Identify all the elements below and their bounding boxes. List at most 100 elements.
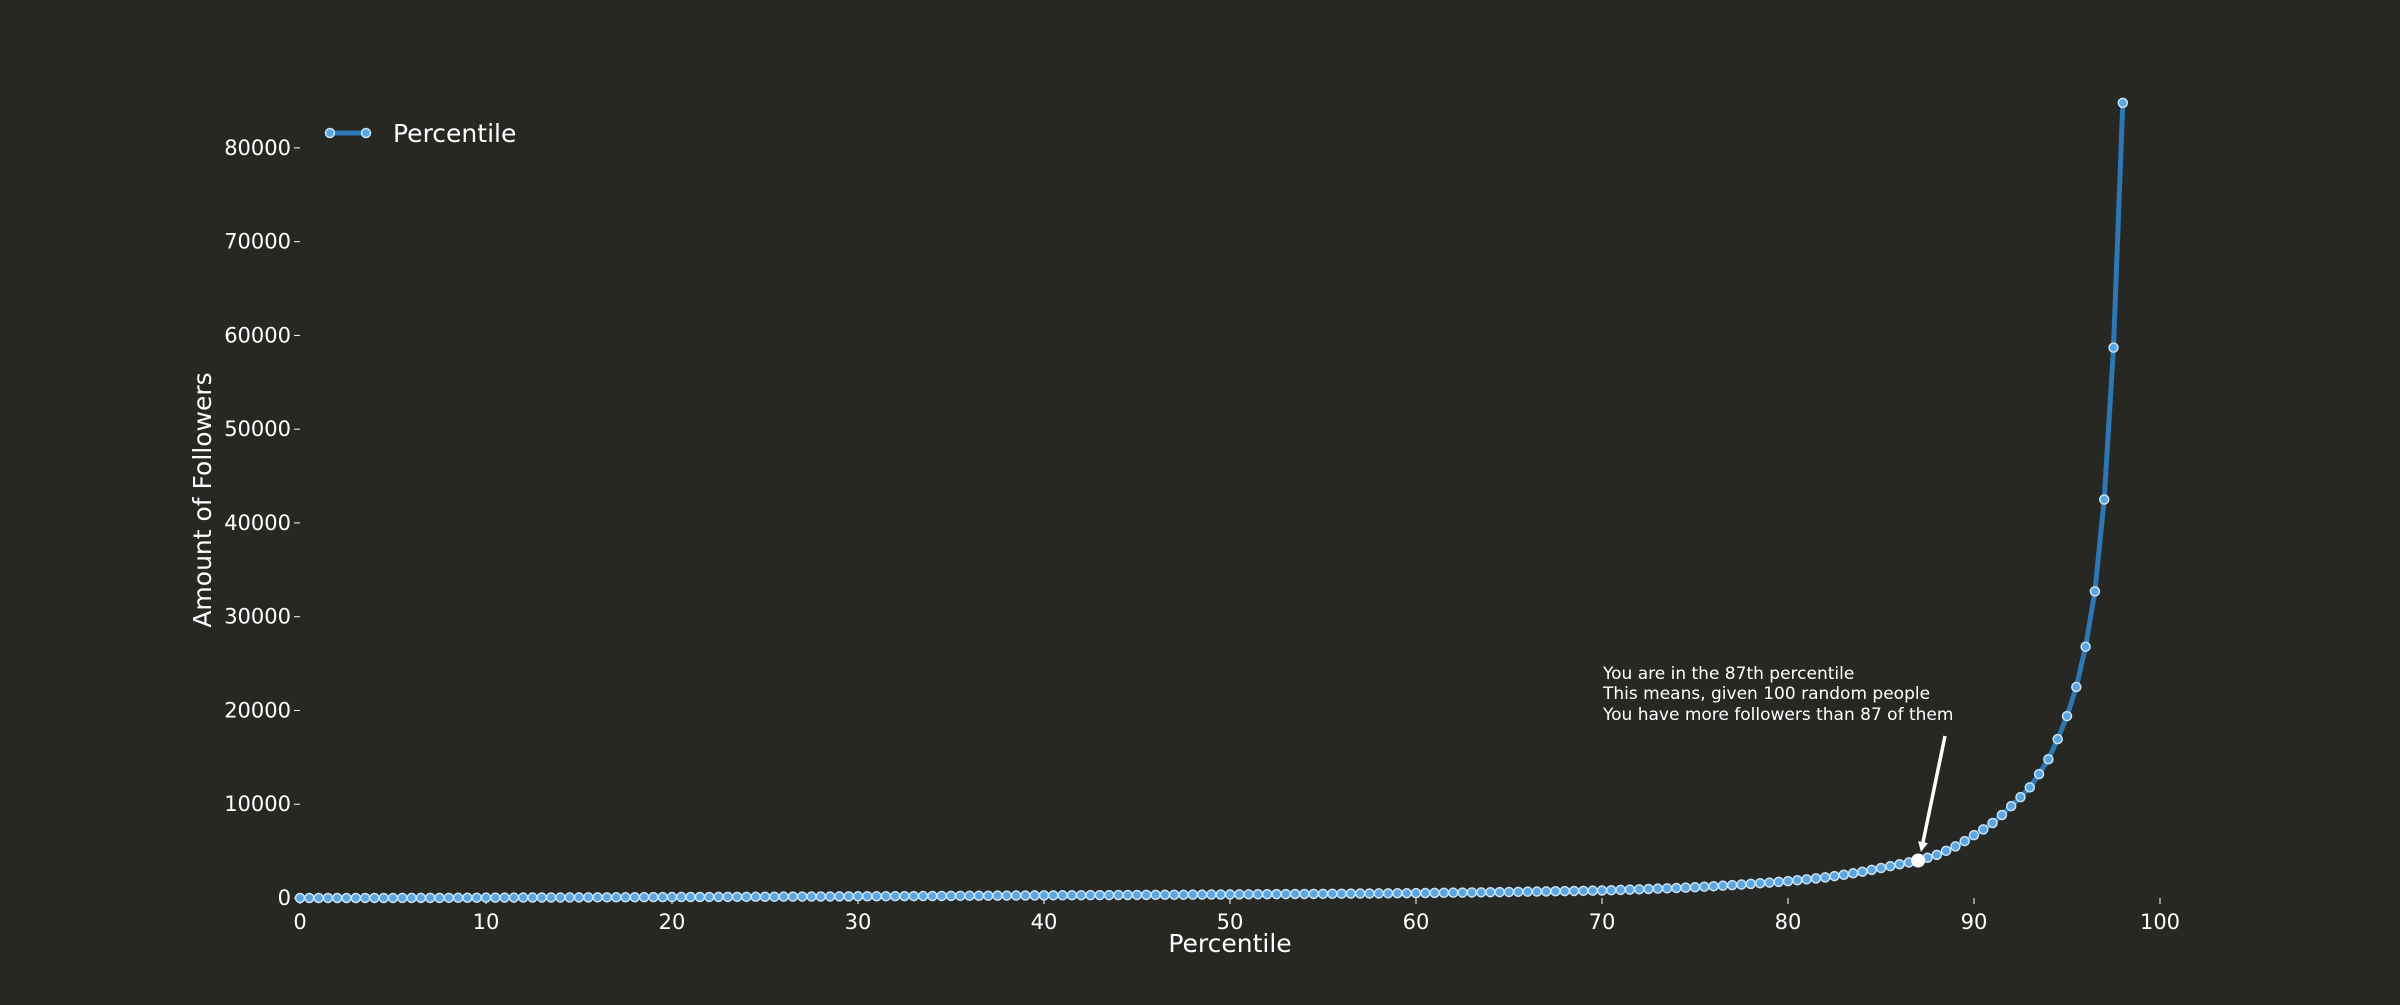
data-point: [1633, 884, 1645, 895]
data-point: [508, 892, 520, 903]
data-point: [862, 891, 873, 902]
data-point: [1838, 869, 1850, 880]
data-point: [1438, 887, 1450, 899]
data-point: [322, 892, 334, 904]
data-point: [2098, 494, 2110, 505]
data-point: [1931, 849, 1943, 861]
data-point: [992, 890, 1003, 901]
data-point: [1745, 878, 1757, 890]
x-tick-label: 60: [1403, 910, 1430, 934]
data-point: [1066, 890, 1078, 901]
data-point: [955, 890, 966, 902]
data-point: [936, 890, 947, 902]
data-point: [1531, 886, 1543, 897]
data-point: [917, 890, 929, 902]
data-point: [1234, 889, 1245, 900]
data-point: [1401, 887, 1412, 899]
data-point: [1010, 890, 1022, 901]
data-point: [741, 891, 752, 903]
data-point: [778, 891, 789, 902]
data-point: [880, 890, 892, 902]
data-point: [1122, 889, 1133, 901]
data-point: [480, 892, 492, 903]
data-point: [657, 891, 668, 903]
data-point: [1485, 886, 1496, 898]
data-point: [527, 892, 538, 903]
data-point: [1141, 889, 1152, 901]
data-point: [1457, 887, 1468, 898]
data-point: [1522, 886, 1533, 897]
data-point: [545, 892, 557, 903]
data-point: [1810, 873, 1822, 884]
data-point: [1568, 885, 1580, 897]
data-point: [610, 892, 622, 903]
data-point: [490, 892, 501, 903]
data-point: [964, 890, 975, 902]
data-point: [2061, 710, 2073, 722]
legend-label: Percentile: [393, 119, 516, 148]
data-point: [982, 890, 994, 901]
data-point: [1103, 889, 1115, 901]
data-point: [1447, 887, 1459, 898]
data-point: [666, 891, 678, 903]
data-point: [1373, 888, 1385, 899]
data-point: [1671, 882, 1682, 894]
data-point: [294, 892, 306, 904]
data-point: [629, 891, 641, 903]
data-point: [1494, 886, 1505, 898]
data-point: [1020, 890, 1031, 901]
data-point: [1885, 860, 1896, 872]
y-tick-label: 80000: [224, 136, 291, 160]
data-point: [2117, 97, 2129, 109]
data-point: [973, 890, 985, 902]
data-point: [2089, 586, 2101, 597]
data-point: [2015, 791, 2026, 803]
data-point: [2024, 782, 2036, 793]
data-point: [341, 892, 352, 904]
data-point: [787, 891, 799, 902]
data-point: [908, 890, 920, 902]
data-point: [685, 891, 696, 903]
data-point: [1643, 883, 1654, 895]
data-point: [815, 891, 827, 902]
data-point: [852, 891, 864, 902]
data-point: [331, 892, 343, 904]
data-point: [1327, 888, 1338, 900]
data-point: [1559, 885, 1571, 897]
data-point: [555, 892, 566, 903]
data-point: [1857, 866, 1868, 877]
data-point: [1829, 870, 1840, 882]
annotation-line-1: You are in the 87th percentile: [1602, 664, 1854, 684]
data-point: [1606, 884, 1617, 896]
data-point: [1968, 829, 1980, 841]
data-point: [350, 892, 362, 904]
data-point: [1299, 888, 1310, 900]
data-point: [415, 892, 427, 904]
data-point: [1792, 875, 1803, 886]
x-tick-label: 30: [845, 910, 872, 934]
data-point: [1940, 845, 1952, 857]
data-point: [1894, 858, 1905, 870]
data-point: [945, 890, 957, 902]
data-point: [1252, 889, 1264, 900]
data-point: [1317, 888, 1329, 900]
data-point: [1578, 885, 1589, 897]
series-line: [300, 102, 2126, 901]
data-point: [731, 891, 743, 903]
data-point: [1680, 882, 1691, 893]
data-point: [378, 892, 389, 904]
data-point: [1261, 888, 1273, 900]
data-point: [889, 890, 901, 902]
data-point: [1615, 884, 1626, 896]
data-point: [1736, 879, 1747, 890]
data-point: [1085, 889, 1096, 901]
data-point: [397, 892, 408, 904]
data-point: [824, 891, 836, 902]
data-point: [1159, 889, 1171, 901]
highlight-point: [1911, 853, 1926, 868]
data-point: [1996, 809, 2008, 821]
y-tick-label: 40000: [224, 511, 291, 535]
data-point: [1875, 862, 1887, 874]
y-tick-label: 50000: [224, 417, 291, 441]
